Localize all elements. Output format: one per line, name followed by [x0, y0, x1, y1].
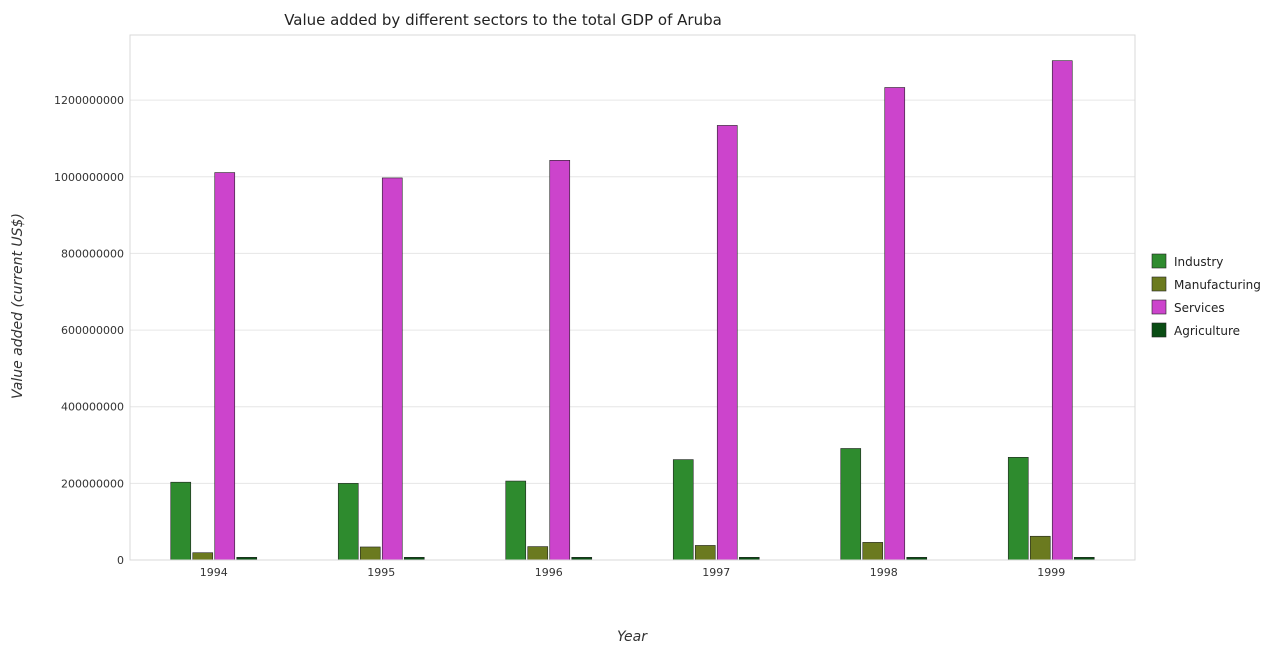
grid-lines — [130, 99, 1135, 561]
legend-swatch-services — [1151, 299, 1167, 315]
bar-manufacturing-1997 — [694, 545, 716, 561]
bar-services-1997 — [716, 125, 738, 561]
x-tick-label: 1998 — [870, 566, 898, 579]
bar-industry-1994 — [170, 481, 192, 561]
legend-label-industry: Industry — [1174, 255, 1223, 269]
bar-industry-1999 — [1007, 456, 1029, 561]
legend-label-services: Services — [1174, 301, 1225, 315]
bar-manufacturing-1996 — [527, 546, 549, 561]
x-tick-label: 1999 — [1037, 566, 1065, 579]
plot-frame — [129, 34, 1136, 561]
bar-manufacturing-1995 — [359, 546, 381, 561]
x-tick-label: 1995 — [367, 566, 395, 579]
y-tick-label: 800000000 — [61, 247, 124, 260]
legend: Industry Manufacturing Services Agriculture — [1151, 253, 1261, 338]
y-tick-label: 400000000 — [61, 401, 124, 414]
bar-services-1998 — [884, 87, 906, 561]
legend-swatch-industry — [1151, 253, 1167, 269]
bar-services-1999 — [1051, 60, 1073, 561]
bar-manufacturing-1999 — [1029, 535, 1051, 561]
bar-industry-1996 — [505, 480, 527, 561]
y-tick-label: 600000000 — [61, 324, 124, 337]
x-tick-label: 1997 — [702, 566, 730, 579]
bar-industry-1997 — [672, 459, 694, 561]
legend-swatch-manufacturing — [1151, 276, 1167, 292]
bar-industry-1995 — [337, 483, 359, 561]
y-tick-labels: 0 200000000 400000000 600000000 800000000 100… — [54, 94, 124, 567]
y-tick-label: 0 — [117, 554, 124, 567]
x-tick-label: 1996 — [535, 566, 563, 579]
bar-industry-1998 — [840, 448, 862, 561]
legend-label-manufacturing: Manufacturing — [1174, 278, 1261, 292]
bar-services-1995 — [381, 177, 403, 561]
bar-services-1994 — [214, 172, 236, 561]
legend-label-agriculture: Agriculture — [1174, 324, 1240, 338]
bars — [170, 60, 1095, 561]
x-tick-labels: 1994 1995 1996 1997 1998 1999 — [200, 566, 1066, 579]
legend-swatch-agriculture — [1151, 322, 1167, 338]
y-tick-label: 200000000 — [61, 477, 124, 490]
bar-services-1996 — [549, 160, 571, 561]
x-tick-label: 1994 — [200, 566, 228, 579]
y-tick-label: 1000000000 — [54, 171, 124, 184]
bar-manufacturing-1998 — [862, 542, 884, 561]
y-axis-label: Value added (current US$) — [10, 213, 26, 399]
y-tick-label: 1200000000 — [54, 94, 124, 107]
bar-manufacturing-1994 — [192, 552, 214, 561]
x-axis-label: Year — [617, 629, 648, 645]
chart-title: Value added by different sectors to the … — [284, 11, 722, 29]
